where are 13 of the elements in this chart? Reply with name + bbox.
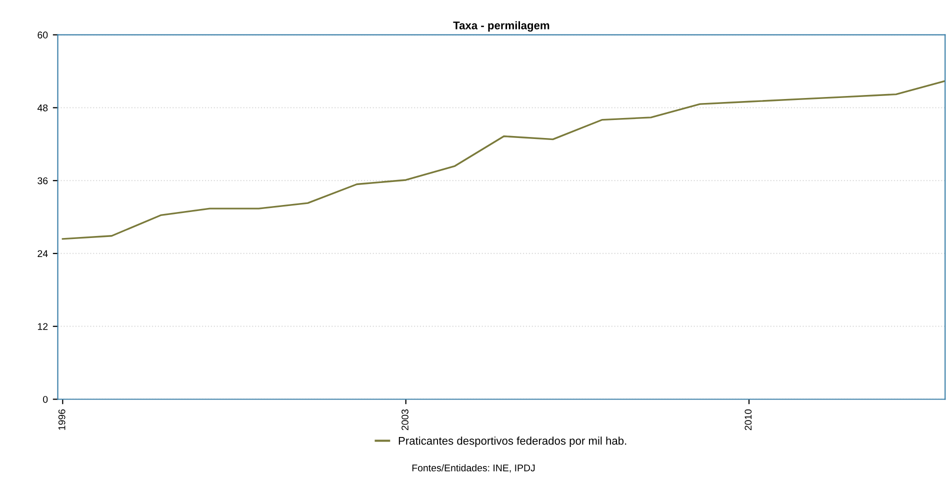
text: Fontes/Entidades: INE, IPDJ [412, 464, 535, 473]
y-tick-label: 36 [38, 177, 48, 184]
x-tick-label: 1996 [58, 409, 66, 430]
legend-label: Praticantes desportivos federados por mil hab. [398, 436, 626, 447]
line-series [62, 80, 946, 240]
x-tick-label: 2003 [402, 409, 408, 430]
y-tick-label: 24 [38, 250, 48, 257]
chart-title: Taxa - permilagem [453, 21, 550, 32]
y-tick-label: 12 [38, 323, 48, 330]
y-tick-label: 48 [37, 104, 48, 112]
y-tick-label: 60 [38, 32, 48, 38]
x-tick-label: 2010 [744, 409, 752, 430]
y-tick-label: 0 [43, 396, 48, 403]
